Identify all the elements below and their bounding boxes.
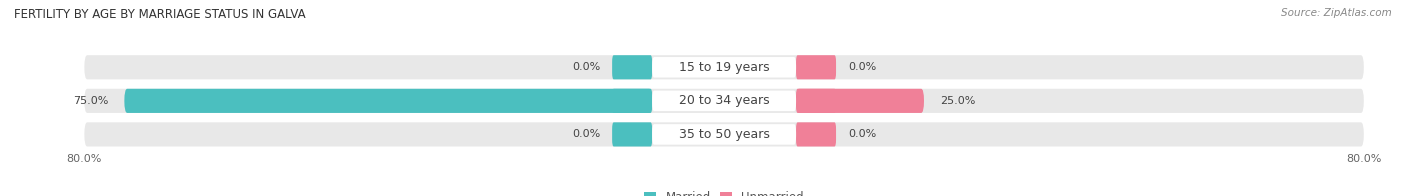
Text: 20 to 34 years: 20 to 34 years xyxy=(679,94,769,107)
FancyBboxPatch shape xyxy=(796,89,837,113)
FancyBboxPatch shape xyxy=(124,89,652,113)
FancyBboxPatch shape xyxy=(612,89,652,113)
FancyBboxPatch shape xyxy=(612,122,652,146)
FancyBboxPatch shape xyxy=(612,55,652,79)
Text: 15 to 19 years: 15 to 19 years xyxy=(679,61,769,74)
FancyBboxPatch shape xyxy=(652,57,796,78)
FancyBboxPatch shape xyxy=(652,124,796,145)
FancyBboxPatch shape xyxy=(84,55,1364,79)
FancyBboxPatch shape xyxy=(796,55,837,79)
FancyBboxPatch shape xyxy=(796,122,837,146)
Text: 35 to 50 years: 35 to 50 years xyxy=(679,128,769,141)
Text: 0.0%: 0.0% xyxy=(848,62,876,72)
Text: 0.0%: 0.0% xyxy=(572,129,600,139)
Legend: Married, Unmarried: Married, Unmarried xyxy=(644,191,804,196)
FancyBboxPatch shape xyxy=(652,91,796,111)
Text: Source: ZipAtlas.com: Source: ZipAtlas.com xyxy=(1281,8,1392,18)
Text: 25.0%: 25.0% xyxy=(941,96,976,106)
Text: FERTILITY BY AGE BY MARRIAGE STATUS IN GALVA: FERTILITY BY AGE BY MARRIAGE STATUS IN G… xyxy=(14,8,305,21)
FancyBboxPatch shape xyxy=(796,89,924,113)
Text: 0.0%: 0.0% xyxy=(572,62,600,72)
Text: 0.0%: 0.0% xyxy=(848,129,876,139)
Text: 75.0%: 75.0% xyxy=(73,96,108,106)
FancyBboxPatch shape xyxy=(84,89,1364,113)
FancyBboxPatch shape xyxy=(84,122,1364,146)
